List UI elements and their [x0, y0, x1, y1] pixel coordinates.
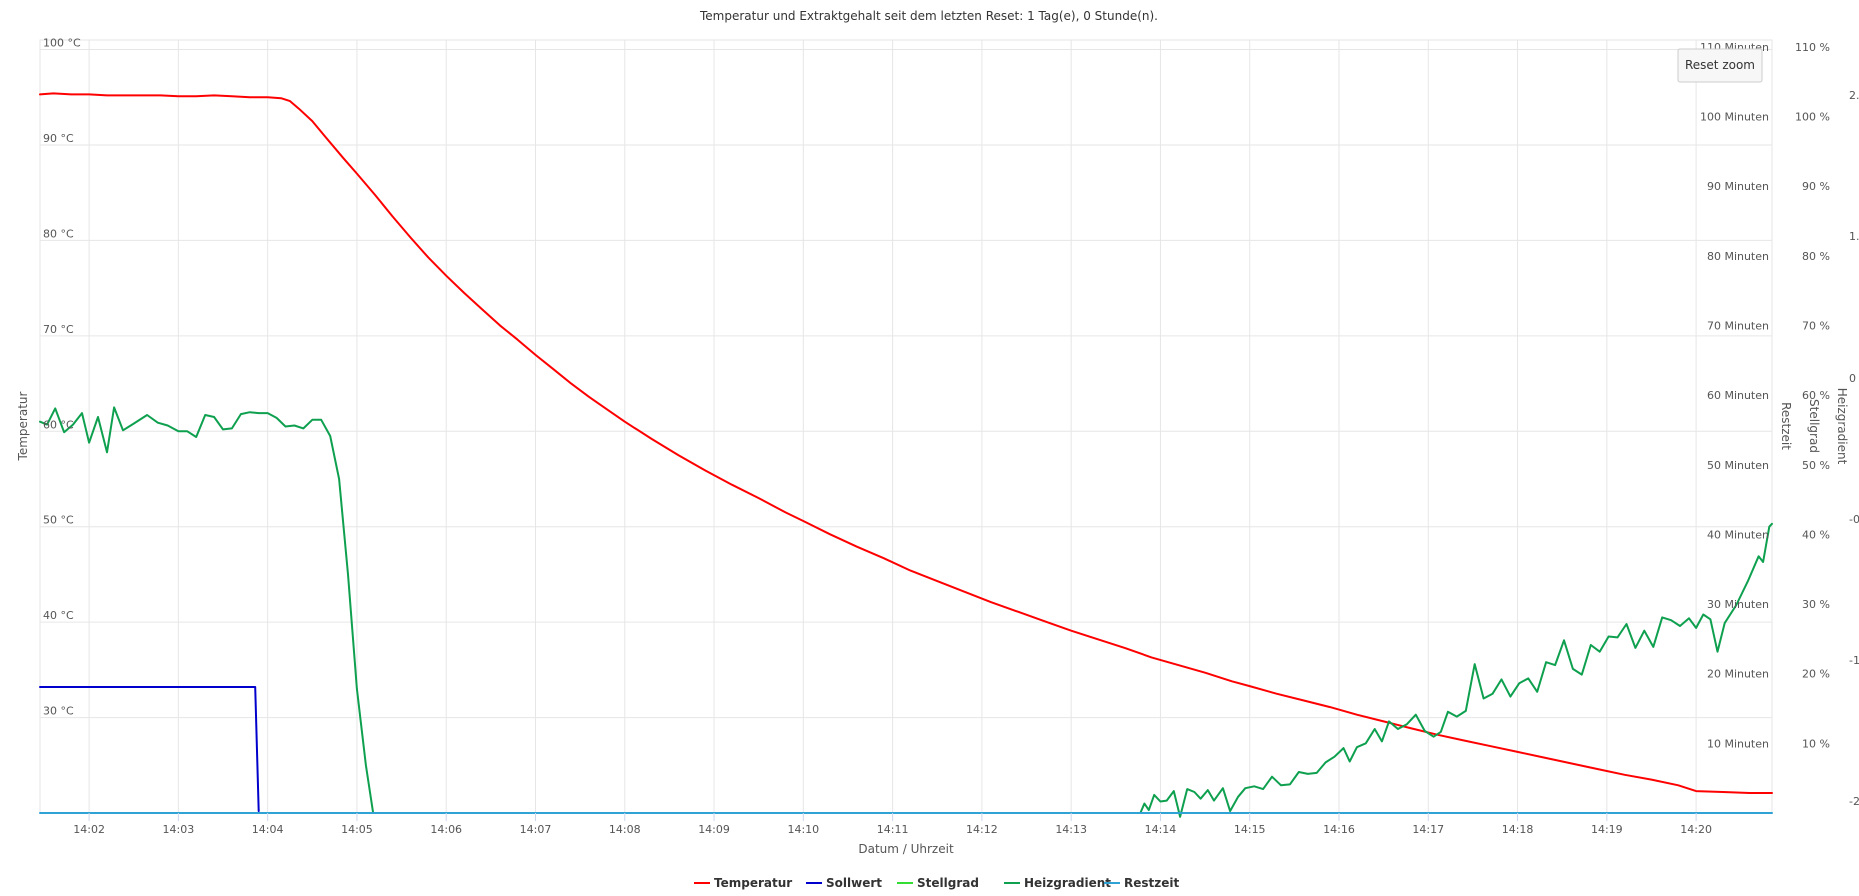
x-tick-label: 14:14	[1145, 823, 1177, 836]
y-tick-label-temperatur: 90 °C	[43, 132, 74, 145]
chart-title: Temperatur und Extraktgehalt seit dem le…	[699, 9, 1158, 23]
x-tick-label: 14:09	[698, 823, 730, 836]
x-tick-label: 14:07	[520, 823, 552, 836]
y-tick-label-restzeit: 80 Minuten	[1707, 250, 1769, 263]
y-tick-label-heizgradient: -0.	[1849, 513, 1859, 526]
y-tick-label-stellgrad: 20 %	[1802, 668, 1830, 681]
y-tick-label-temperatur: 50 °C	[43, 514, 74, 527]
y-tick-label-stellgrad: 90 %	[1802, 180, 1830, 193]
y-tick-label-heizgradient: 1.	[1849, 230, 1859, 243]
legend-label: Restzeit	[1124, 876, 1179, 890]
axes: 14:02 14:03 14:04 14:05 14:06 14:07 14:08 14:09…	[43, 37, 1859, 836]
x-tick-label: 14:11	[877, 823, 909, 836]
legend-item-heizgradient[interactable]: Heizgradient	[1004, 876, 1111, 890]
series-line-sollwert	[39, 686, 260, 813]
y-tick-label-stellgrad: 30 %	[1802, 598, 1830, 611]
legend-label: Stellgrad	[917, 876, 979, 890]
x-tick-label: 14:20	[1680, 823, 1712, 836]
y-axis-title-heizgradient: Heizgradient	[1835, 388, 1849, 465]
x-tick-label: 14:05	[341, 823, 373, 836]
y-tick-label-stellgrad: 80 %	[1802, 250, 1830, 263]
y-tick-label-restzeit: 10 Minuten	[1707, 737, 1769, 750]
x-axis-title: Datum / Uhrzeit	[858, 842, 954, 856]
x-tick-label: 14:03	[163, 823, 195, 836]
y-tick-label-restzeit: 20 Minuten	[1707, 668, 1769, 681]
x-tick-label: 14:02	[73, 823, 105, 836]
legend-label: Heizgradient	[1024, 876, 1111, 890]
x-tick-label: 14:19	[1591, 823, 1623, 836]
x-tick-label: 14:18	[1502, 823, 1534, 836]
y-tick-label-heizgradient: 0	[1849, 372, 1856, 385]
x-tick-label: 14:06	[430, 823, 462, 836]
y-tick-label-temperatur: 60 °C	[43, 418, 74, 431]
series-line-heizgradient	[39, 406, 374, 813]
y-tick-label-stellgrad: 70 %	[1802, 320, 1830, 333]
y-tick-label-restzeit: 50 Minuten	[1707, 459, 1769, 472]
y-tick-label-stellgrad: 60 %	[1802, 389, 1830, 402]
y-tick-label-restzeit: 90 Minuten	[1707, 180, 1769, 193]
reset-zoom-button[interactable]: Reset zoom	[1677, 48, 1763, 83]
y-tick-label-restzeit: 40 Minuten	[1707, 528, 1769, 541]
x-tick-label: 14:13	[1055, 823, 1087, 836]
y-tick-label-stellgrad: 100 %	[1795, 111, 1830, 124]
y-tick-label-stellgrad: 110 %	[1795, 41, 1830, 54]
legend: Temperatur Sollwert Stellgrad Heizgradient R…	[694, 876, 1179, 890]
y-tick-label-restzeit: 100 Minuten	[1700, 111, 1769, 124]
legend-label: Sollwert	[826, 876, 882, 890]
y-tick-label-temperatur: 40 °C	[43, 609, 74, 622]
legend-item-temperatur[interactable]: Temperatur	[694, 876, 792, 890]
y-tick-label-restzeit: 60 Minuten	[1707, 389, 1769, 402]
y-tick-label-temperatur: 100 °C	[43, 37, 81, 50]
x-tick-label: 14:15	[1234, 823, 1266, 836]
y-tick-label-temperatur: 80 °C	[43, 227, 74, 240]
y-tick-label-stellgrad: 50 %	[1802, 459, 1830, 472]
y-tick-label-heizgradient: 2.	[1849, 89, 1859, 102]
legend-item-stellgrad[interactable]: Stellgrad	[897, 876, 979, 890]
y-tick-label-restzeit: 30 Minuten	[1707, 598, 1769, 611]
reset-zoom-label: Reset zoom	[1685, 58, 1755, 72]
x-tick-label: 14:17	[1412, 823, 1444, 836]
series-line-heizgradient	[1139, 522, 1773, 818]
y-tick-label-stellgrad: 10 %	[1802, 737, 1830, 750]
x-tick-label: 14:08	[609, 823, 641, 836]
y-tick-label-stellgrad: 40 %	[1802, 528, 1830, 541]
y-tick-label-restzeit: 70 Minuten	[1707, 320, 1769, 333]
x-tick-label: 14:10	[787, 823, 819, 836]
x-tick-label: 14:04	[252, 823, 284, 836]
series-layer	[39, 92, 1773, 818]
x-tick-label: 14:12	[966, 823, 998, 836]
legend-item-restzeit[interactable]: Restzeit	[1104, 876, 1179, 890]
y-tick-label-heizgradient: -2	[1849, 795, 1859, 808]
y-axis-title-stellgrad: Stellgrad	[1807, 399, 1821, 453]
x-tick-label: 14:16	[1323, 823, 1355, 836]
y-tick-label-heizgradient: -1.	[1849, 654, 1859, 667]
y-tick-label-temperatur: 70 °C	[43, 323, 74, 336]
y-axis-title-temperatur: Temperatur	[16, 391, 30, 461]
y-tick-label-temperatur: 30 °C	[43, 705, 74, 718]
legend-item-sollwert[interactable]: Sollwert	[806, 876, 882, 890]
y-axis-title-restzeit: Restzeit	[1779, 402, 1793, 450]
legend-label: Temperatur	[714, 876, 792, 890]
series-line-temperatur	[39, 92, 1773, 794]
